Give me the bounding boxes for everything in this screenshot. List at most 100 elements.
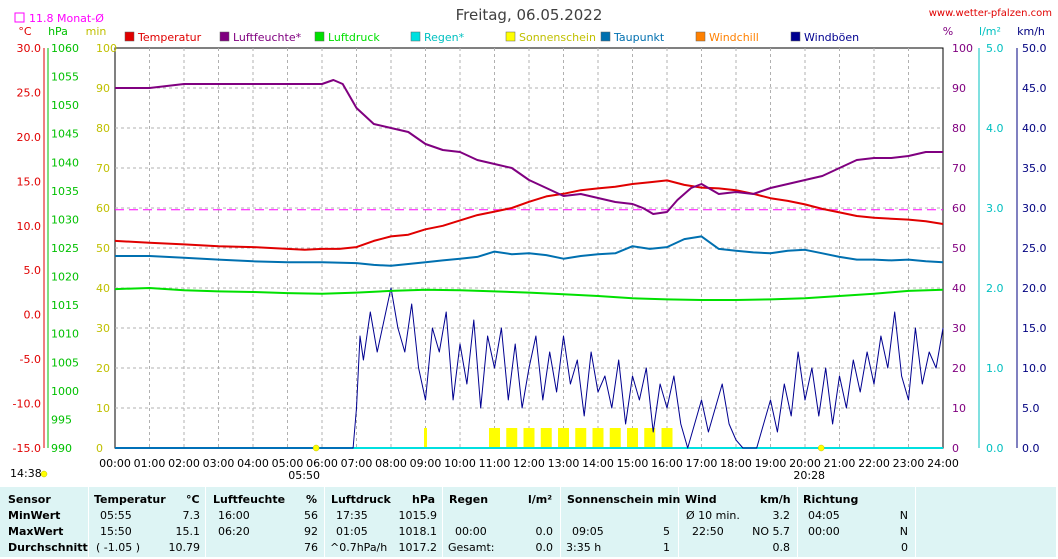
- x-tick-label: 19:00: [755, 457, 787, 470]
- humidity-tick-label: 10: [952, 402, 966, 415]
- pressure-tick-label: 1005: [51, 356, 79, 369]
- header-pressure: Luftdruck: [331, 493, 391, 506]
- min-dir-value: N: [899, 509, 908, 522]
- statistics-table: Sensor Temperatur °C Luftfeuchte % Luftd…: [0, 487, 1056, 557]
- max-dir-time: 00:00: [808, 525, 840, 538]
- wind-axis-unit: km/h: [1017, 25, 1045, 38]
- sunshine-bar: [575, 428, 587, 448]
- total-rain-value: 0.0: [535, 541, 554, 554]
- temperature-tick-label: 10.0: [17, 220, 42, 233]
- pressure-tick-label: 1045: [51, 128, 79, 141]
- x-tick-label: 11:00: [479, 457, 511, 470]
- x-tick-label: 10:00: [444, 457, 476, 470]
- wind-avg-label: Ø 10 min.: [686, 509, 740, 522]
- humidity-tick-label: 0: [952, 442, 959, 455]
- legend-swatch: [410, 31, 421, 42]
- x-tick-label: 12:00: [513, 457, 545, 470]
- header-wind: Wind: [685, 493, 717, 506]
- legend-label: Sonnenschein: [519, 31, 596, 44]
- legend-label: Windchill: [709, 31, 759, 44]
- wind-tick-label: 50.0: [1022, 42, 1047, 55]
- x-tick-label: 24:00: [927, 457, 959, 470]
- pressure-tick-label: 990: [51, 442, 72, 455]
- header-temperature-unit: °C: [186, 493, 200, 506]
- rain-tick-label: 4.0: [986, 122, 1004, 135]
- sunshine-tick-label: 60: [96, 202, 110, 215]
- humidity-tick-label: 100: [952, 42, 973, 55]
- avg-temp-trend: ( -1.05 ): [96, 541, 141, 554]
- x-tick-label: 06:00: [306, 457, 338, 470]
- header-sensor: Sensor: [8, 493, 51, 506]
- wind-tick-label: 0.0: [1022, 442, 1040, 455]
- temperature-tick-label: -15.0: [13, 442, 41, 455]
- sunshine-tick-label: 20: [96, 362, 110, 375]
- total-sun-duration: 3:35 h: [566, 541, 602, 554]
- rain-tick-label: 2.0: [986, 282, 1004, 295]
- sunset-label: 20:28: [793, 469, 825, 482]
- legend-swatch: [219, 31, 230, 42]
- sunshine-tick-label: 10: [96, 402, 110, 415]
- min-wind-value: 3.2: [772, 509, 791, 522]
- humidity-tick-label: 60: [952, 202, 966, 215]
- humidity-tick-label: 30: [952, 322, 966, 335]
- sunshine-tick-label: 0: [96, 442, 103, 455]
- legend-label: Windböen: [804, 31, 859, 44]
- humidity-tick-label: 50: [952, 242, 966, 255]
- start-time-label: 14:38: [10, 467, 42, 480]
- x-tick-label: 14:00: [582, 457, 614, 470]
- chart-title: Freitag, 06.05.2022: [456, 6, 603, 24]
- site-url: www.wetter-pfalzen.com: [929, 8, 1052, 19]
- wind-tick-label: 5.0: [1022, 402, 1040, 415]
- sunshine-tick-label: 50: [96, 242, 110, 255]
- rain-axis-unit: l/m²: [979, 25, 1001, 38]
- humidity-tick-label: 40: [952, 282, 966, 295]
- rain-tick-label: 5.0: [986, 42, 1004, 55]
- pressure-tick-label: 1055: [51, 71, 79, 84]
- humidity-tick-label: 90: [952, 82, 966, 95]
- x-tick-label: 13:00: [548, 457, 580, 470]
- x-tick-label: 15:00: [617, 457, 649, 470]
- month-average-marker: [14, 12, 25, 23]
- legend-label: Luftfeuchte*: [233, 31, 302, 44]
- header-wind-unit: km/h: [760, 493, 791, 506]
- row-label-avg: Durchschnitt: [8, 541, 88, 554]
- humidity-tick-label: 20: [952, 362, 966, 375]
- x-tick-label: 02:00: [168, 457, 200, 470]
- temperature-tick-label: 5.0: [24, 264, 42, 277]
- max-hum-time: 06:20: [218, 525, 250, 538]
- temperature-tick-label: 15.0: [17, 175, 42, 188]
- sunshine-tick-label: 80: [96, 122, 110, 135]
- wind-tick-label: 25.0: [1022, 242, 1047, 255]
- rain-tick-label: 1.0: [986, 362, 1004, 375]
- sunset-marker: [817, 444, 825, 452]
- series-line-windböen: [115, 287, 944, 449]
- sunshine-tick-label: 30: [96, 322, 110, 335]
- pressure-tick-label: 995: [51, 413, 72, 426]
- temperature-tick-label: -5.0: [20, 353, 41, 366]
- sunrise-marker: [312, 444, 320, 452]
- legend-swatch: [505, 31, 516, 42]
- pressure-tick-label: 1060: [51, 42, 79, 55]
- series-line-taupunkt: [115, 235, 944, 267]
- wind-tick-label: 30.0: [1022, 202, 1047, 215]
- min-press-value: 1015.9: [398, 509, 438, 522]
- header-sunshine: Sonnenschein min: [567, 493, 681, 506]
- x-tick-label: 00:00: [99, 457, 131, 470]
- sunshine-bar: [540, 428, 552, 448]
- x-tick-label: 07:00: [341, 457, 373, 470]
- sunshine-bar: [489, 428, 500, 448]
- temperature-axis-unit: °C: [18, 25, 32, 38]
- sunshine-bar: [609, 428, 621, 448]
- wind-tick-label: 20.0: [1022, 282, 1047, 295]
- x-tick-label: 17:00: [686, 457, 718, 470]
- x-tick-label: 01:00: [134, 457, 166, 470]
- x-tick-label: 21:00: [824, 457, 856, 470]
- header-humidity: Luftfeuchte: [213, 493, 286, 506]
- humidity-axis-unit: %: [943, 25, 953, 38]
- legend-label: Regen*: [424, 31, 465, 44]
- legend-label: Temperatur: [137, 31, 202, 44]
- header-rain: Regen: [449, 493, 489, 506]
- start-time-marker: [40, 470, 48, 478]
- header-pressure-unit: hPa: [412, 493, 436, 506]
- min-temp-value: 7.3: [182, 509, 201, 522]
